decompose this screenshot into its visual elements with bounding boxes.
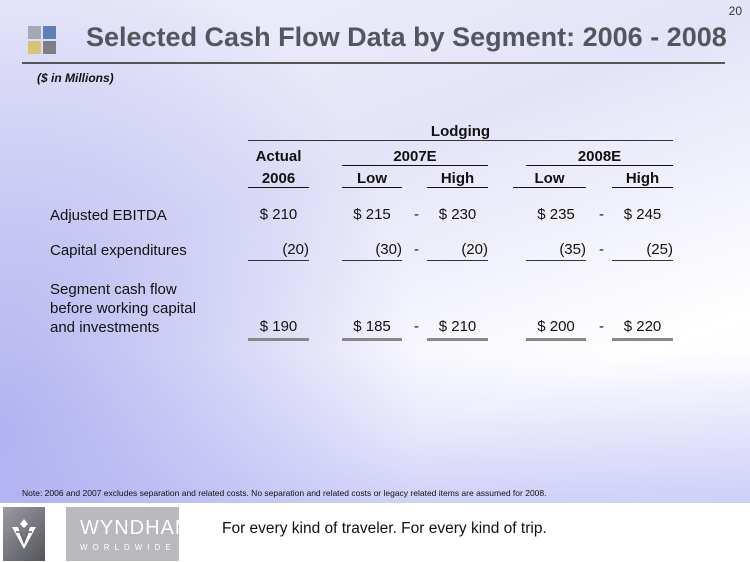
col-header-2006: 2006 <box>248 170 309 188</box>
cell: $ 230 <box>438 206 477 223</box>
wyndham-flower-icon <box>12 519 36 549</box>
cell: $ 215 <box>353 206 391 223</box>
background-gradient <box>0 0 750 503</box>
row-label-capital-expenditures: Capital expenditures <box>50 242 187 259</box>
cell: $ 220 <box>623 318 662 335</box>
subtotal-rule <box>248 260 309 261</box>
total-rule <box>612 338 673 341</box>
row-label-segment-cash-flow: Segment cash flow before working capital… <box>50 280 196 337</box>
header-2008e: 2008E <box>526 148 673 166</box>
cell: (20) <box>282 241 309 258</box>
range-dash: - <box>414 241 419 258</box>
segment-header: Lodging <box>248 123 673 141</box>
wyndham-wordmark: WYNDHAM WORLDWIDE <box>66 507 192 561</box>
units-label: ($ in Millions) <box>37 71 114 85</box>
cell: (25) <box>646 241 673 258</box>
title-divider <box>22 62 725 64</box>
footer: WYNDHAM WORLDWIDE For every kind of trav… <box>0 503 750 562</box>
subtotal-rule <box>342 260 402 261</box>
cell: $ 200 <box>537 318 575 335</box>
range-dash: - <box>599 241 604 258</box>
subtotal-rule <box>526 260 586 261</box>
range-dash: - <box>599 318 604 335</box>
cell: (35) <box>559 241 586 258</box>
range-dash: - <box>414 318 419 335</box>
wyndham-logo-mark <box>3 507 45 561</box>
page-number: 20 <box>728 4 742 18</box>
range-dash: - <box>414 206 419 223</box>
label-line: and investments <box>50 319 160 336</box>
total-rule <box>526 338 586 341</box>
row-label-adjusted-ebitda: Adjusted EBITDA <box>50 207 167 224</box>
col-header-2008-low: Low <box>513 170 586 188</box>
cell: $ 210 <box>259 206 298 223</box>
footnote: Note: 2006 and 2007 excludes separation … <box>22 488 547 498</box>
brand-subtitle: WORLDWIDE <box>80 543 176 552</box>
col-header-2007-high: High <box>427 170 488 188</box>
col-header-2007-low: Low <box>342 170 402 188</box>
page-title: Selected Cash Flow Data by Segment: 2006… <box>86 22 727 52</box>
cell: (30) <box>375 241 402 258</box>
col-header-2008-high: High <box>612 170 673 188</box>
cell: $ 245 <box>623 206 662 223</box>
cell: $ 235 <box>537 206 575 223</box>
cell: $ 190 <box>259 318 298 335</box>
label-line: Segment cash flow <box>50 281 177 298</box>
cell: (20) <box>461 241 488 258</box>
subtotal-rule <box>427 260 488 261</box>
total-rule <box>427 338 488 341</box>
label-line: before working capital <box>50 300 196 317</box>
actual-header: Actual <box>255 148 302 165</box>
total-rule <box>248 338 309 341</box>
cell: $ 185 <box>353 318 391 335</box>
title-logo-icon <box>28 26 56 54</box>
subtotal-rule <box>612 260 673 261</box>
tagline: For every kind of traveler. For every ki… <box>222 520 547 537</box>
header-2007e: 2007E <box>342 148 488 166</box>
total-rule <box>342 338 402 341</box>
range-dash: - <box>599 206 604 223</box>
brand-name: WYNDHAM <box>80 517 193 539</box>
cell: $ 210 <box>438 318 477 335</box>
